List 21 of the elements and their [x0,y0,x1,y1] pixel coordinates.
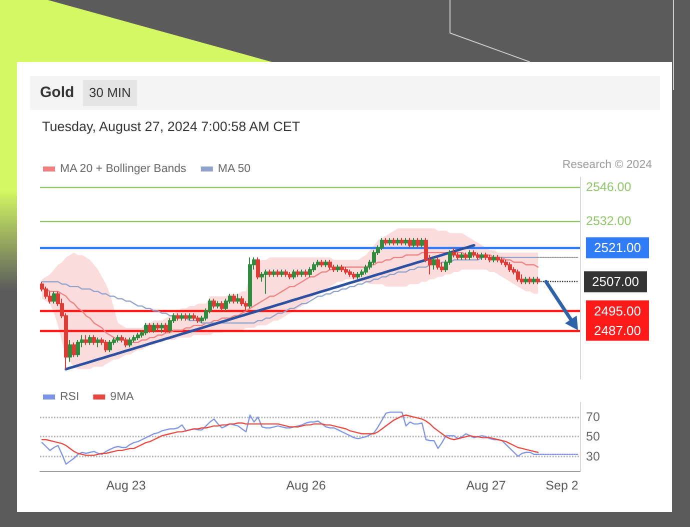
x-tick-label: Aug 26 [286,478,326,492]
y-tick-label: 2546.00 [586,180,632,194]
y-tick-label: 70 [586,410,600,424]
text: 30 MIN [83,80,137,106]
legend-label: 9MA [110,391,134,403]
chart-subtitle: Tuesday, August 27, 2024 7:00:58 AM CET [42,119,300,135]
ref-line-label: 2495.00 [594,303,641,318]
text: Research © 2024 [562,158,652,172]
x-tick-label: Aug 23 [106,478,146,492]
legend-label: MA 50 [218,163,250,175]
legend-label: MA 20 + Bollinger Bands [60,163,187,175]
y-tick-label: 50 [586,430,600,444]
x-tick-label: Aug 27 [466,478,506,492]
y-tick-label: 30 [586,449,600,464]
ref-line-label: 2487.00 [594,322,641,338]
legend-label: RSI [60,391,80,403]
ref-line-label: 2521.00 [594,240,641,256]
y-tick-label: 2532.00 [586,214,632,228]
chart-title: Gold [40,84,74,102]
ref-line-label: 2507.00 [592,274,639,290]
x-tick-label: Sep 2 [546,478,578,492]
